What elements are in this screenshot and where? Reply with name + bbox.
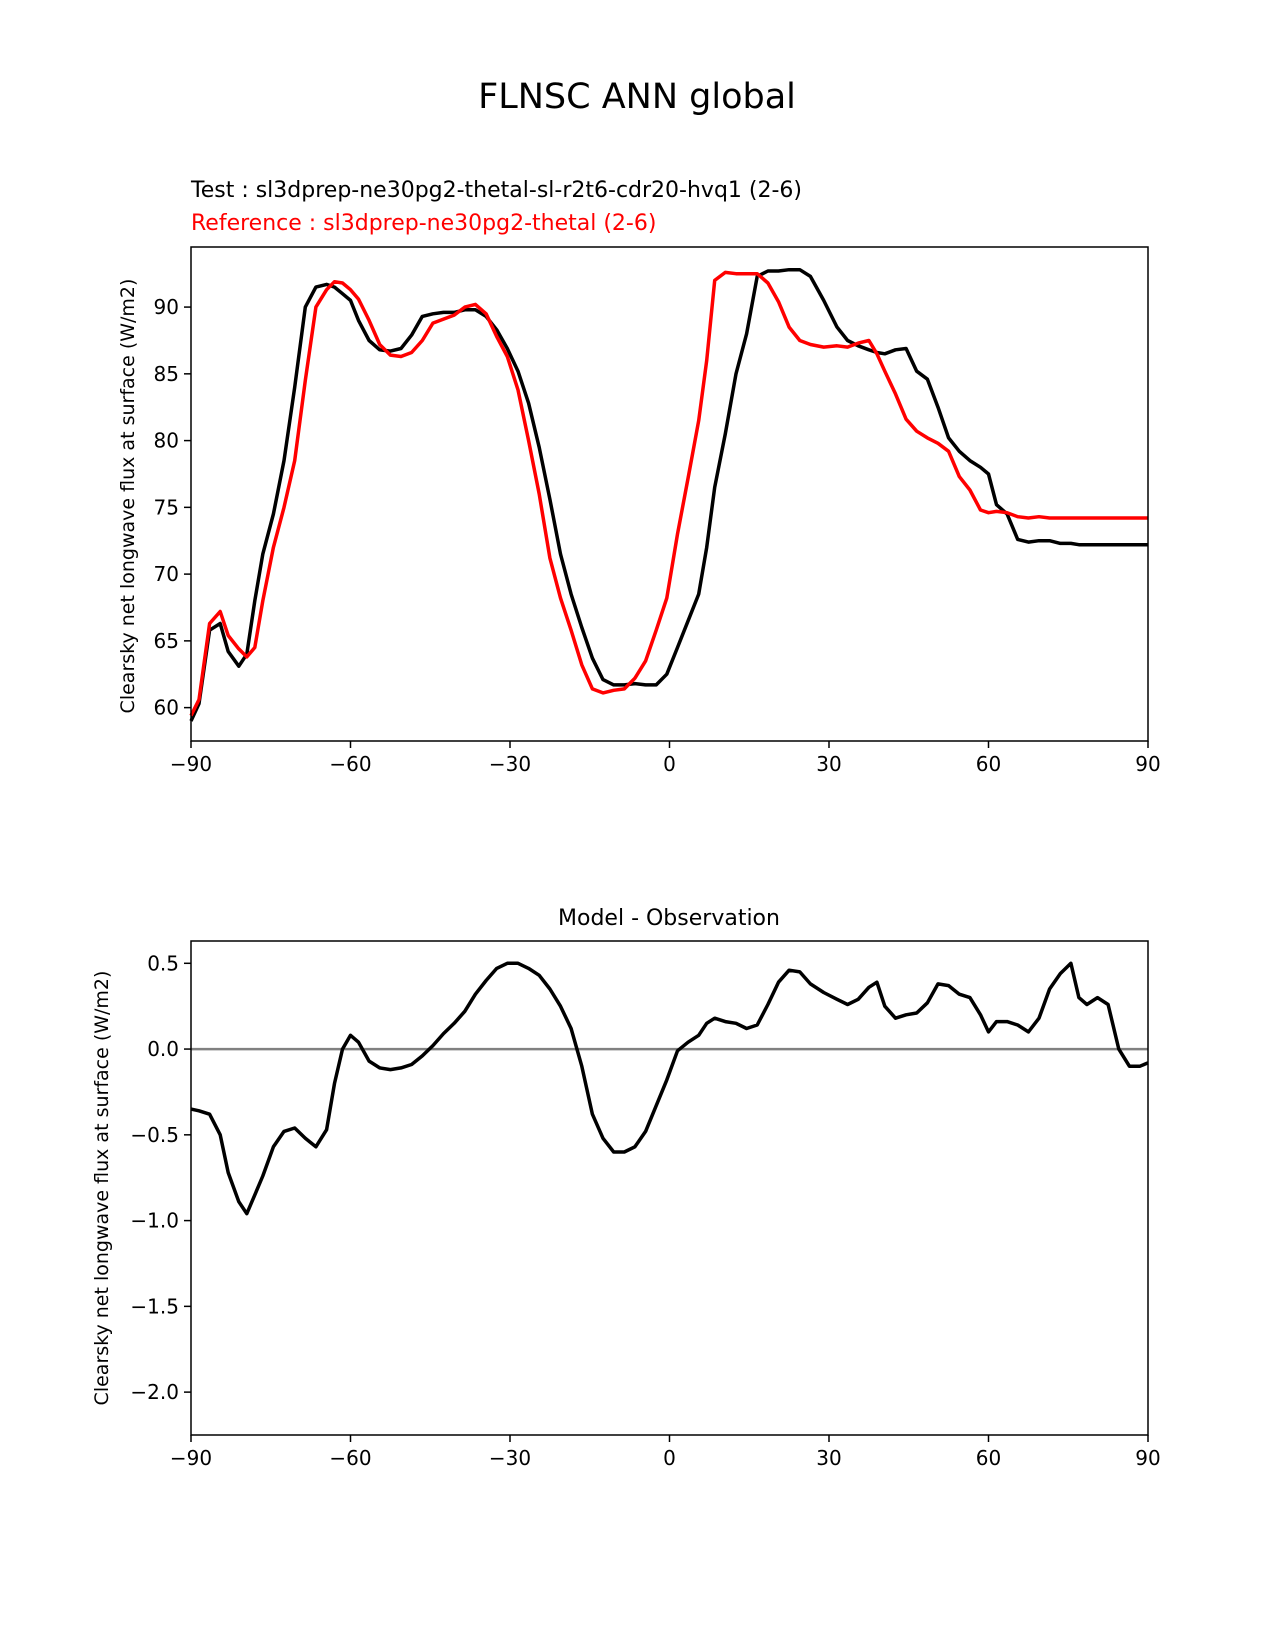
top-y-tick-label: 70	[154, 562, 179, 586]
bottom-x-tick-label: −60	[329, 1446, 371, 1470]
bottom-y-tick-label: 0.0	[147, 1037, 179, 1061]
top-y-tick-label: 90	[154, 295, 179, 319]
bottom-y-axis-label: Clearsky net longwave flux at surface (W…	[91, 971, 113, 1406]
bottom-x-tick-label: 60	[976, 1446, 1001, 1470]
top-x-axis: −90 −60 −30 0 30 60 90	[170, 741, 1161, 776]
bottom-chart-title: Model - Observation	[558, 906, 780, 931]
reference-label: Reference : sl3dprep-ne30pg2-thetal (2-6…	[191, 211, 656, 236]
top-line-chart: Test : sl3dprep-ne30pg2-thetal-sl-r2t6-c…	[117, 178, 1161, 776]
top-x-tick-label: 0	[663, 752, 676, 776]
top-y-tick-label: 85	[154, 362, 179, 386]
top-x-tick-label: 30	[816, 752, 841, 776]
top-y-tick-label: 75	[154, 495, 179, 519]
top-reference-line	[189, 270, 1148, 717]
bottom-plot-frame	[190, 940, 1149, 1436]
top-x-tick-label: −60	[329, 752, 371, 776]
bottom-y-tick-label: −1.5	[130, 1294, 179, 1318]
top-x-tick-label: 90	[1135, 752, 1160, 776]
bottom-x-axis: −90 −60 −30 0 30 60 90	[170, 1435, 1161, 1470]
bottom-y-axis: −2.0 −1.5 −1.0 −0.5 0.0 0.5	[130, 951, 191, 1404]
bottom-x-tick-label: −30	[489, 1446, 531, 1470]
test-label: Test : sl3dprep-ne30pg2-thetal-sl-r2t6-c…	[190, 178, 802, 203]
bottom-x-tick-label: 0	[663, 1446, 676, 1470]
bottom-line-chart: Model - Observation −90 −60 −30 0 30 60 90 −2.…	[91, 906, 1161, 1470]
bottom-y-tick-label: −2.0	[130, 1380, 179, 1404]
bottom-x-tick-label: 30	[816, 1446, 841, 1470]
bottom-diff-line	[190, 961, 1149, 1216]
bottom-x-tick-label: −90	[170, 1446, 212, 1470]
bottom-x-tick-label: 90	[1135, 1446, 1160, 1470]
bottom-y-tick-label: −1.0	[130, 1209, 179, 1233]
top-x-tick-label: −90	[170, 752, 212, 776]
top-y-tick-label: 65	[154, 629, 179, 653]
top-y-tick-label: 60	[154, 696, 179, 720]
bottom-y-tick-label: 0.5	[147, 951, 179, 975]
bottom-series-group	[190, 961, 1149, 1216]
top-x-tick-label: 60	[976, 752, 1001, 776]
top-x-tick-label: −30	[489, 752, 531, 776]
top-test-line	[189, 267, 1148, 722]
top-plot-frame	[190, 246, 1149, 742]
top-y-axis: 60 65 70 75 80 85 90	[154, 295, 191, 720]
figure-title: FLNSC ANN global	[478, 77, 796, 117]
bottom-y-tick-label: −0.5	[130, 1123, 179, 1147]
top-series-group	[189, 267, 1148, 722]
top-y-tick-label: 80	[154, 429, 179, 453]
top-y-axis-label: Clearsky net longwave flux at surface (W…	[117, 279, 139, 714]
